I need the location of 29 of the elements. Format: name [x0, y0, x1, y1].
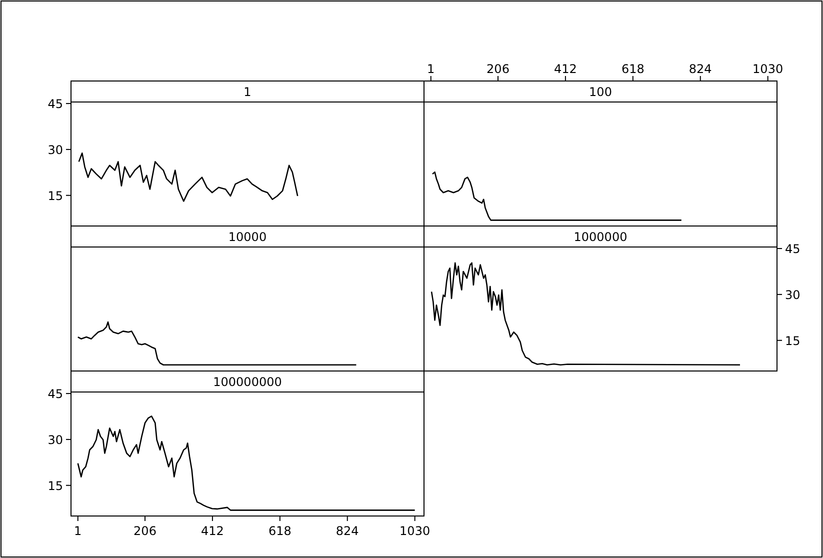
- x-tick-label: 1: [74, 524, 82, 538]
- line-series: [78, 152, 298, 202]
- y-tick-label: 15: [48, 188, 63, 203]
- y-tick-label: 30: [48, 142, 63, 157]
- line-series: [430, 262, 741, 366]
- y-tick-label: 15: [48, 478, 63, 493]
- chart-title: 1000000: [574, 230, 628, 244]
- x-tick-label: 618: [621, 62, 644, 76]
- y-tick-label: 15: [785, 334, 800, 348]
- x-tick-label: 1030: [400, 524, 430, 538]
- x-tick-label: 1: [427, 62, 435, 76]
- y-tick-label: 30: [785, 288, 800, 302]
- x-tick-label: 206: [486, 62, 510, 76]
- y-tick-label: 45: [48, 97, 63, 112]
- x-tick-label: 618: [268, 524, 292, 538]
- x-tick-label: 824: [336, 524, 359, 538]
- chart-title: 100000000: [213, 375, 282, 389]
- x-tick-label: 824: [688, 62, 712, 76]
- y-tick-label: 45: [48, 387, 63, 402]
- y-tick-label: 45: [785, 242, 800, 256]
- x-tick-label: 412: [554, 62, 577, 76]
- x-tick-label: 206: [134, 524, 156, 538]
- chart-title: 1: [244, 85, 252, 99]
- chart-title: 10000: [228, 230, 267, 244]
- x-tick-label: 412: [201, 524, 224, 538]
- x-tick-label: 1030: [752, 62, 784, 76]
- line-series: [77, 416, 416, 511]
- chart-title: 100: [589, 85, 612, 99]
- y-tick-label: 30: [48, 432, 63, 447]
